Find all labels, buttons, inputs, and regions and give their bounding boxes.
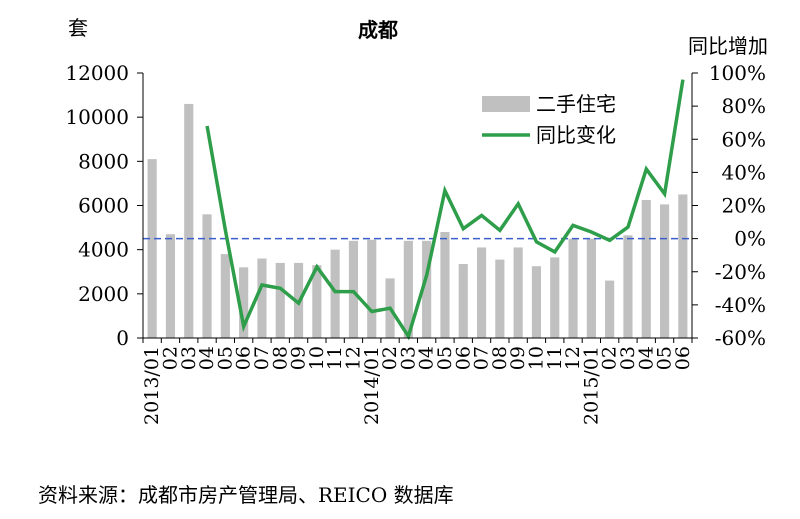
legend-line-label: 同比变化 [536,123,616,147]
bar [275,262,285,338]
x-tick-label: 08 [269,346,291,370]
bar [184,103,194,339]
left-tick-label: 6000 [78,194,129,218]
left-tick-label: 10000 [65,105,129,129]
bar [659,204,670,338]
x-tick-label: 04 [635,346,657,370]
legend: 二手住宅 同比变化 [482,92,616,147]
legend-bar-label: 二手住宅 [536,92,616,116]
x-tick-label: 04 [416,346,438,370]
x-tick-label: 10 [306,346,328,370]
bar [678,194,688,338]
left-tick-label: 8000 [78,149,129,173]
x-tick-label: 06 [672,346,694,370]
x-tick-label: 09 [507,346,529,370]
right-axis-label: 同比增加 [688,34,768,58]
bar [476,247,487,338]
bar [550,257,560,338]
x-tick-label: 05 [214,346,236,370]
right-tick-label: 60% [722,127,766,151]
x-tick-label: 08 [489,346,511,370]
bar [348,240,359,338]
x-tick-label: 07 [251,346,273,370]
x-tick-label: 2014/01 [361,346,383,425]
bar [531,266,542,338]
bar [367,239,377,338]
bar [147,159,157,338]
bar [312,265,322,338]
left-axis-unit: 套 [68,16,88,40]
right-tick-label: 40% [722,160,766,184]
right-tick-label: 0% [734,227,766,251]
left-tick-label: 2000 [78,282,129,306]
x-tick-label: 05 [654,346,676,370]
x-tick-label: 06 [452,346,474,370]
bar [605,280,615,338]
x-tick-label: 03 [178,346,200,370]
bar [458,264,468,338]
x-tick-label: 06 [233,346,255,370]
bar [257,258,267,338]
right-tick-label: 20% [722,194,766,218]
left-axis-ticks: 12000 10000 8000 6000 4000 2000 0 [65,61,143,350]
right-tick-label: 80% [722,94,766,118]
x-tick-label: 03 [617,346,639,370]
left-tick-label: 4000 [78,238,129,262]
x-tick-label: 03 [397,346,419,370]
chart-title: 成都 [358,18,398,42]
x-axis-ticks: 2013/0102030405060708091011122014/010203… [141,338,694,425]
x-tick-label: 04 [196,346,218,370]
right-tick-label: 100% [709,61,766,85]
bar [239,267,249,338]
right-tick-label: -60% [715,326,766,350]
bar [623,235,633,338]
x-tick-label: 05 [434,346,456,370]
right-tick-label: -20% [715,260,766,284]
x-tick-label: 07 [471,346,493,370]
bar [220,254,230,338]
x-tick-label: 09 [288,346,310,370]
bar [422,240,432,338]
legend-bar-swatch [482,96,530,112]
x-tick-label: 02 [379,346,401,370]
right-axis-ticks: 100% 80% 60% 40% 20% 0% -20% -40% -60% [692,61,766,350]
x-tick-label: 02 [599,346,621,370]
left-tick-label: 12000 [65,61,129,85]
left-tick-label: 0 [116,326,129,350]
bar [513,247,523,338]
x-tick-label: 02 [159,346,181,370]
right-tick-label: -40% [715,293,766,317]
source-note: 资料来源：成都市房产管理局、REICO 数据库 [38,483,454,507]
x-tick-label: 12 [343,346,365,370]
bar [568,238,578,338]
bar [440,232,450,338]
series-line [205,79,685,341]
x-tick-label: 2013/01 [141,346,163,425]
x-tick-label: 11 [544,346,566,370]
bar [330,249,340,338]
bar [641,199,651,338]
x-tick-label: 2015/01 [580,346,602,425]
x-tick-label: 10 [526,346,548,370]
bar [495,259,505,338]
bar [586,238,596,338]
bar [403,240,413,338]
line-series [205,79,685,341]
x-tick-label: 12 [562,346,584,370]
x-tick-label: 11 [324,346,346,370]
bar [165,234,176,338]
bar [202,214,212,338]
